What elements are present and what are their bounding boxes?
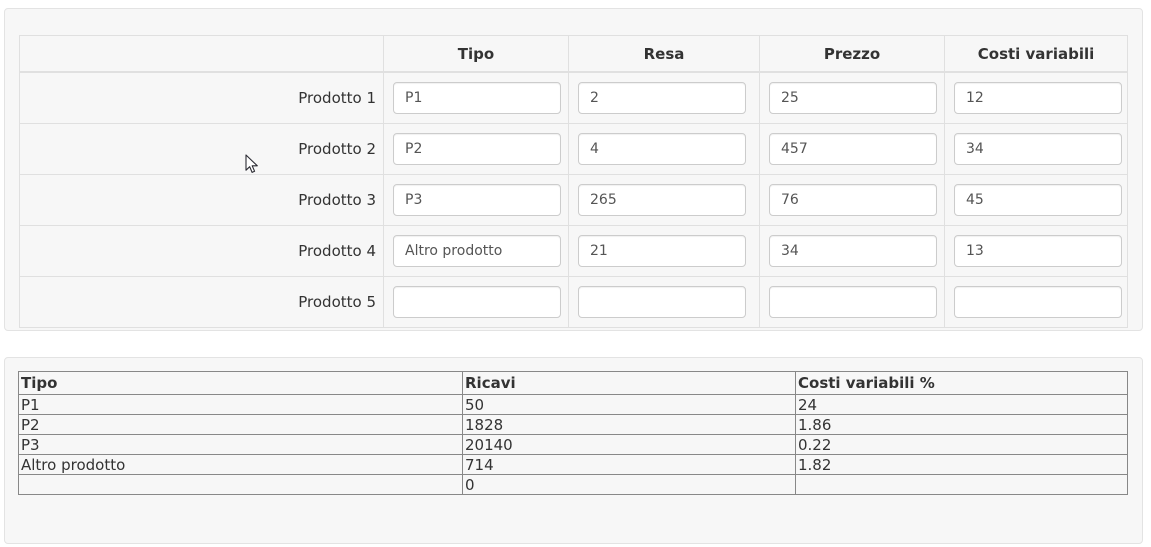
row-label-prodotto-4: Prodotto 4: [19, 225, 384, 277]
resa-input-row-4[interactable]: [578, 235, 746, 267]
prezzo-input-row-5[interactable]: [769, 286, 937, 318]
costi-input-row-5[interactable]: [954, 286, 1122, 318]
results-cell-costi_pct: 24: [795, 394, 1128, 415]
tipo-input-row-4[interactable]: [393, 235, 561, 267]
results-header-costi-variabili-pct: Costi variabili %: [795, 371, 1128, 395]
resa-input-row-2[interactable]: [578, 133, 746, 165]
column-header-costi-variabili: Costi variabili: [944, 35, 1128, 73]
product-row-3: Prodotto 3: [19, 174, 1128, 226]
results-row-4: Altro prodotto 714 1.82: [18, 454, 1128, 475]
resa-input-row-5[interactable]: [578, 286, 746, 318]
input-cell: [759, 71, 945, 124]
input-cell: [383, 123, 569, 175]
results-cell-ricavi: 1828: [462, 414, 796, 435]
costi-input-row-1[interactable]: [954, 82, 1122, 114]
column-header-prezzo: Prezzo: [759, 35, 945, 73]
products-form-header: Tipo Resa Prezzo Costi variabili: [19, 35, 1128, 73]
results-cell-tipo: P3: [18, 434, 463, 455]
results-table-header: Tipo Ricavi Costi variabili %: [18, 371, 1128, 395]
costi-input-row-4[interactable]: [954, 235, 1122, 267]
column-header-tipo: Tipo: [383, 35, 569, 73]
column-header-empty: [19, 35, 384, 73]
results-cell-ricavi: 20140: [462, 434, 796, 455]
product-row-4: Prodotto 4: [19, 225, 1128, 277]
input-cell: [944, 71, 1128, 124]
row-label-prodotto-3: Prodotto 3: [19, 174, 384, 226]
results-row-2: P2 1828 1.86: [18, 414, 1128, 435]
results-row-3: P3 20140 0.22: [18, 434, 1128, 455]
row-label-prodotto-1: Prodotto 1: [19, 71, 384, 124]
input-cell: [568, 71, 760, 124]
costi-input-row-3[interactable]: [954, 184, 1122, 216]
prezzo-input-row-2[interactable]: [769, 133, 937, 165]
results-header-ricavi: Ricavi: [462, 371, 796, 395]
input-cell: [383, 276, 569, 328]
prezzo-input-row-1[interactable]: [769, 82, 937, 114]
input-cell: [944, 225, 1128, 277]
products-form-table: Tipo Resa Prezzo Costi variabili Prodott…: [19, 35, 1128, 328]
results-cell-ricavi: 50: [462, 394, 796, 415]
tipo-input-row-5[interactable]: [393, 286, 561, 318]
tipo-input-row-1[interactable]: [393, 82, 561, 114]
input-cell: [944, 276, 1128, 328]
results-cell-costi_pct: 0.22: [795, 434, 1128, 455]
input-cell: [759, 174, 945, 226]
prezzo-input-row-3[interactable]: [769, 184, 937, 216]
row-label-prodotto-2: Prodotto 2: [19, 123, 384, 175]
results-row-1: P1 50 24: [18, 394, 1128, 415]
costi-input-row-2[interactable]: [954, 133, 1122, 165]
results-table: Tipo Ricavi Costi variabili % P1 50 24 P2 18…: [18, 371, 1128, 495]
input-cell: [568, 225, 760, 277]
input-cell: [568, 123, 760, 175]
prezzo-input-row-4[interactable]: [769, 235, 937, 267]
input-cell: [944, 174, 1128, 226]
results-cell-costi_pct: [795, 474, 1128, 495]
product-row-1: Prodotto 1: [19, 71, 1128, 124]
tipo-input-row-2[interactable]: [393, 133, 561, 165]
input-cell: [383, 225, 569, 277]
input-cell: [383, 71, 569, 124]
column-header-resa: Resa: [568, 35, 760, 73]
results-cell-tipo: P1: [18, 394, 463, 415]
results-panel: Tipo Ricavi Costi variabili % P1 50 24 P2 18…: [4, 357, 1143, 544]
results-cell-tipo: [18, 474, 463, 495]
mouse-cursor-icon: [245, 154, 258, 173]
results-row-5: 0: [18, 474, 1128, 495]
input-cell: [383, 174, 569, 226]
results-cell-costi_pct: 1.86: [795, 414, 1128, 435]
results-cell-ricavi: 0: [462, 474, 796, 495]
input-cell: [759, 225, 945, 277]
input-cell: [568, 174, 760, 226]
input-cell: [759, 276, 945, 328]
products-form-panel: Tipo Resa Prezzo Costi variabili Prodott…: [4, 8, 1143, 331]
results-cell-ricavi: 714: [462, 454, 796, 475]
input-cell: [568, 276, 760, 328]
results-header-tipo: Tipo: [18, 371, 463, 395]
results-cell-tipo: Altro prodotto: [18, 454, 463, 475]
input-cell: [759, 123, 945, 175]
product-row-5: Prodotto 5: [19, 276, 1128, 328]
row-label-prodotto-5: Prodotto 5: [19, 276, 384, 328]
results-cell-tipo: P2: [18, 414, 463, 435]
input-cell: [944, 123, 1128, 175]
tipo-input-row-3[interactable]: [393, 184, 561, 216]
resa-input-row-1[interactable]: [578, 82, 746, 114]
results-cell-costi_pct: 1.82: [795, 454, 1128, 475]
resa-input-row-3[interactable]: [578, 184, 746, 216]
product-row-2: Prodotto 2: [19, 123, 1128, 175]
